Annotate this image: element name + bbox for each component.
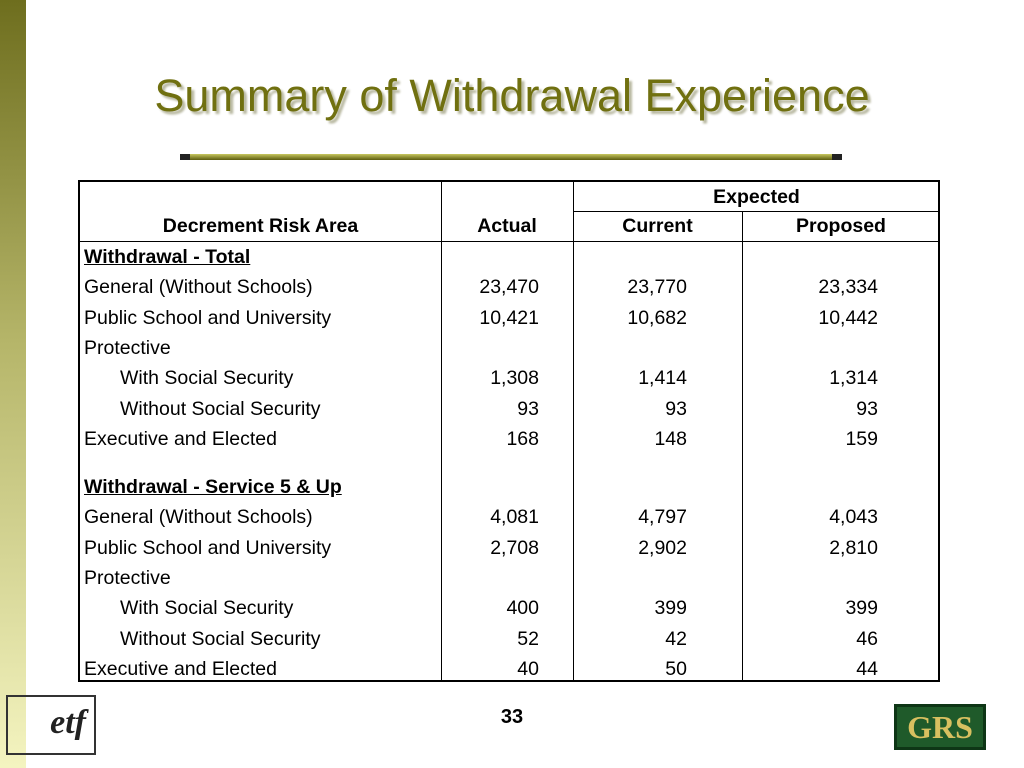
section-title: Withdrawal - Total [84, 246, 251, 268]
cell-value: 1,308 [490, 367, 539, 390]
cell-value: 4,797 [638, 506, 687, 529]
column-header: Decrement Risk Area [162, 215, 359, 237]
column-line [441, 182, 442, 680]
cell-value: 148 [654, 427, 687, 450]
column-header: Current [622, 215, 693, 237]
cell-value: 1,414 [638, 367, 687, 390]
title-rule [180, 154, 842, 160]
etf-logo: etf [6, 695, 96, 755]
row-label: General (Without Schools) [84, 506, 313, 529]
cell-value: 46 [856, 627, 878, 650]
cell-value: 2,708 [490, 536, 539, 559]
cell-value: 93 [665, 397, 687, 420]
row-line [573, 211, 938, 212]
group-header: Expected [713, 186, 800, 208]
page-number: 33 [500, 706, 524, 728]
cell-value: 1,314 [829, 367, 878, 390]
slide-title: Summary of Withdrawal Experience [154, 70, 870, 121]
cell-value: 93 [517, 397, 539, 420]
row-label: Public School and University [84, 306, 332, 329]
column-line [742, 212, 743, 680]
cell-value: 42 [665, 627, 687, 650]
row-label: Executive and Elected [84, 427, 277, 450]
cell-value: 4,043 [829, 506, 878, 529]
row-label: With Social Security [120, 597, 294, 620]
row-label: Executive and Elected [84, 657, 277, 680]
row-label: With Social Security [120, 367, 294, 390]
column-header: Actual [477, 215, 537, 237]
cell-value: 10,682 [627, 306, 687, 329]
cell-value: 2,902 [638, 536, 687, 559]
row-label: Without Social Security [120, 397, 321, 420]
grs-logo: GRS [894, 704, 986, 750]
column-line [573, 182, 574, 680]
cell-value: 23,334 [818, 276, 878, 299]
cell-value: 4,081 [490, 506, 539, 529]
row-label: Protective [84, 567, 171, 589]
cell-value: 10,421 [479, 306, 539, 329]
cell-value: 399 [654, 597, 687, 620]
cell-value: 44 [856, 657, 878, 680]
cell-value: 23,470 [479, 276, 539, 299]
row-label: Without Social Security [120, 627, 321, 650]
column-header: Proposed [796, 215, 886, 237]
row-label: General (Without Schools) [84, 276, 313, 299]
row-label: Protective [84, 336, 171, 359]
cell-value: 93 [856, 397, 878, 420]
cell-value: 168 [506, 427, 539, 450]
row-label: Public School and University [84, 536, 332, 559]
cell-value: 10,442 [818, 306, 878, 329]
cell-value: 159 [845, 427, 878, 450]
cell-value: 50 [665, 657, 687, 680]
cell-value: 399 [845, 597, 878, 620]
row-line [80, 241, 938, 242]
table: Expected Decrement Risk Area Actual Current… [78, 180, 940, 682]
cell-value: 23,770 [627, 276, 687, 299]
section-title: Withdrawal - Service 5 & Up [84, 476, 342, 499]
cell-value: 400 [506, 597, 539, 620]
cell-value: 52 [517, 627, 539, 650]
cell-value: 2,810 [829, 536, 878, 559]
side-bar [0, 0, 26, 768]
cell-value: 40 [517, 657, 539, 680]
